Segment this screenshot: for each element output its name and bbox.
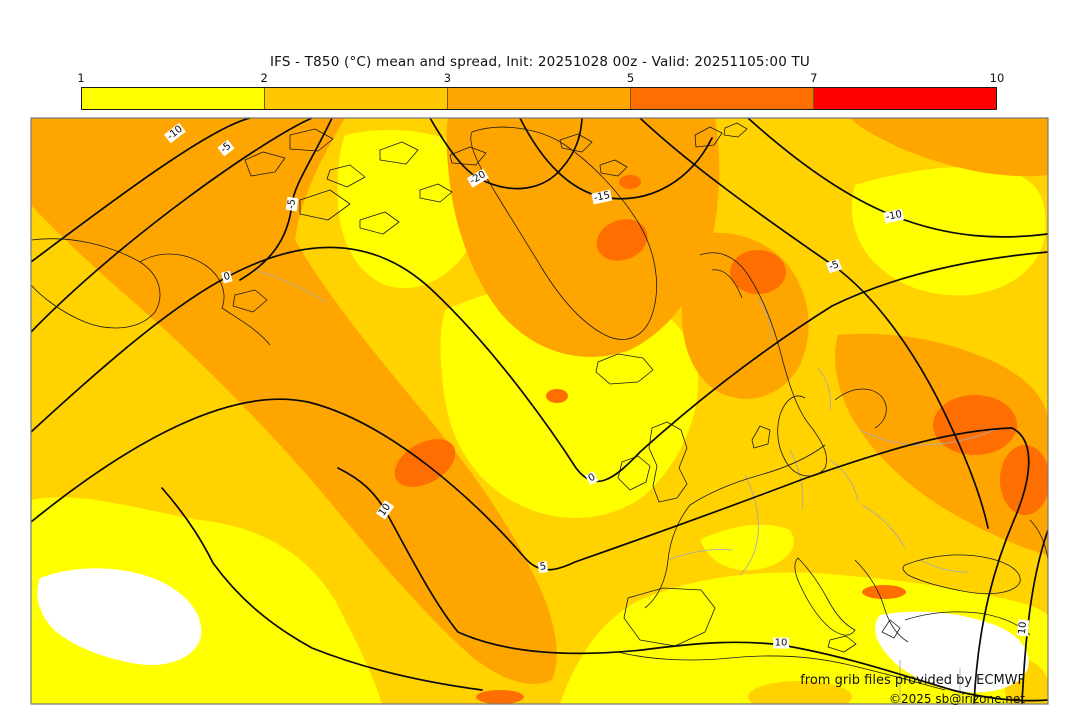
colorbar-segment-2-3 bbox=[265, 88, 448, 109]
contour-label-5: 5 bbox=[537, 560, 549, 574]
colorbar-tick-labels: 1 2 3 5 7 10 bbox=[77, 71, 1004, 85]
spread-dark-orange-patches bbox=[394, 175, 1048, 704]
colorbar-segment-1-2 bbox=[82, 88, 265, 109]
attribution-source: from grib files provided by ECMWF bbox=[800, 673, 1025, 688]
colorbar-tick-5: 5 bbox=[626, 71, 635, 85]
coastlines bbox=[31, 122, 1048, 691]
contour-label-10: 10 bbox=[1016, 619, 1030, 637]
contour-label--5: -5 bbox=[285, 196, 299, 212]
spread-white-regions bbox=[37, 568, 1029, 693]
map-border bbox=[30, 117, 1049, 705]
colorbar-segment-7-10 bbox=[814, 88, 996, 109]
colorbar-tick-3: 3 bbox=[443, 71, 452, 85]
chart-title: IFS - T850 (°C) mean and spread, Init: 2… bbox=[269, 54, 811, 70]
colorbar-tick-2: 2 bbox=[260, 71, 268, 85]
colorbar-tick-7: 7 bbox=[810, 71, 818, 85]
colorbar-segment-3-5 bbox=[448, 88, 631, 109]
spread-colorbar: 1 2 3 5 7 10 bbox=[77, 71, 1004, 111]
colorbar-tick-10: 10 bbox=[989, 71, 1005, 85]
colorbar-gradient-bar bbox=[81, 87, 997, 110]
attribution-copyright: ©2025 sb@irizone.net bbox=[889, 692, 1025, 706]
colorbar-segment-5-7 bbox=[631, 88, 814, 109]
colorbar-tick-1: 1 bbox=[77, 71, 85, 85]
contour-label-10: 10 bbox=[773, 637, 789, 649]
attribution: from grib files provided by ECMWF ©2025 … bbox=[800, 673, 1025, 706]
spread-orange-regions bbox=[31, 118, 1048, 684]
